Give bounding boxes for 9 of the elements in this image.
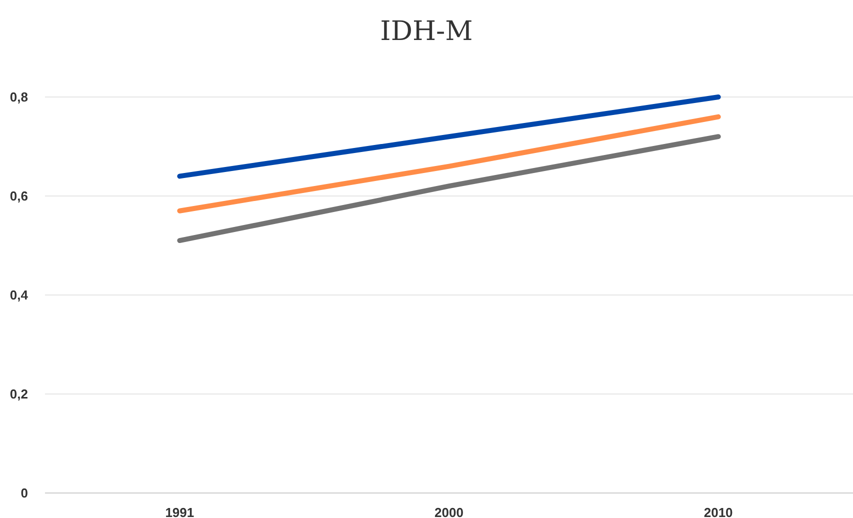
y-tick-label: 0	[20, 486, 28, 501]
y-tick-label: 0,4	[10, 288, 29, 303]
y-tick-label: 0,6	[10, 188, 28, 204]
chart-title: IDH-M	[380, 16, 473, 47]
x-tick-label: 2000	[434, 505, 464, 518]
y-tick-label: 0,2	[10, 386, 28, 402]
x-tick-label: 1991	[165, 505, 194, 518]
x-tick-label: 2010	[704, 505, 733, 518]
y-tick-label: 0,8	[10, 90, 28, 105]
